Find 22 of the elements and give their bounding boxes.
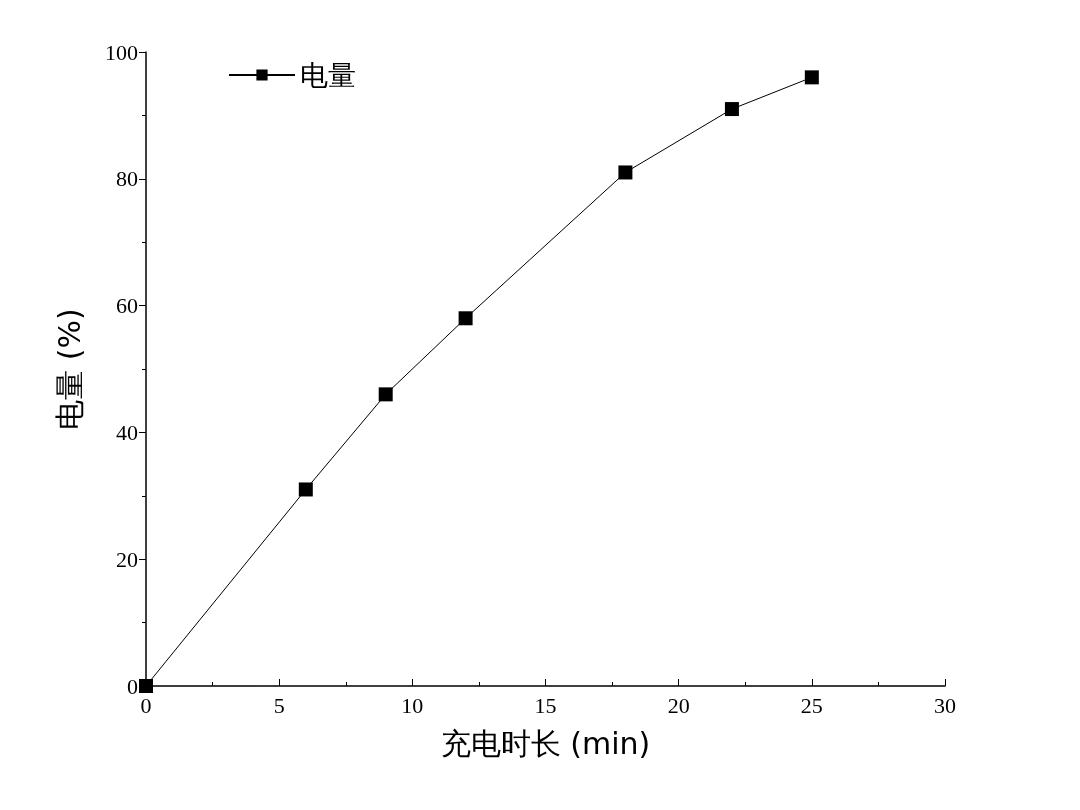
point xyxy=(378,387,393,402)
point xyxy=(804,70,819,85)
x-tick-label: 5 xyxy=(273,692,285,718)
x-axis-title: 充电时长 (min) xyxy=(440,725,651,761)
legend-label: 电量 xyxy=(300,58,356,92)
y-axis-title: 电量 (%) xyxy=(51,308,87,430)
x-tick-label: 25 xyxy=(800,692,823,718)
point xyxy=(139,679,153,693)
point xyxy=(618,165,633,180)
point xyxy=(458,311,473,326)
x-tick-label: 20 xyxy=(667,692,690,718)
y-tick-label: 80 xyxy=(116,166,138,192)
y-tick-label: 20 xyxy=(116,546,138,572)
x-tick-label: 30 xyxy=(934,692,956,718)
y-tick-label: 0 xyxy=(127,673,138,699)
y-tick-label: 60 xyxy=(116,293,138,319)
y-tick-label: 100 xyxy=(105,39,138,65)
x-tick-label: 15 xyxy=(534,692,557,718)
x-tick-label: 10 xyxy=(401,692,424,718)
y-tick-label: 40 xyxy=(116,419,138,445)
point xyxy=(298,482,313,497)
point xyxy=(724,102,739,117)
